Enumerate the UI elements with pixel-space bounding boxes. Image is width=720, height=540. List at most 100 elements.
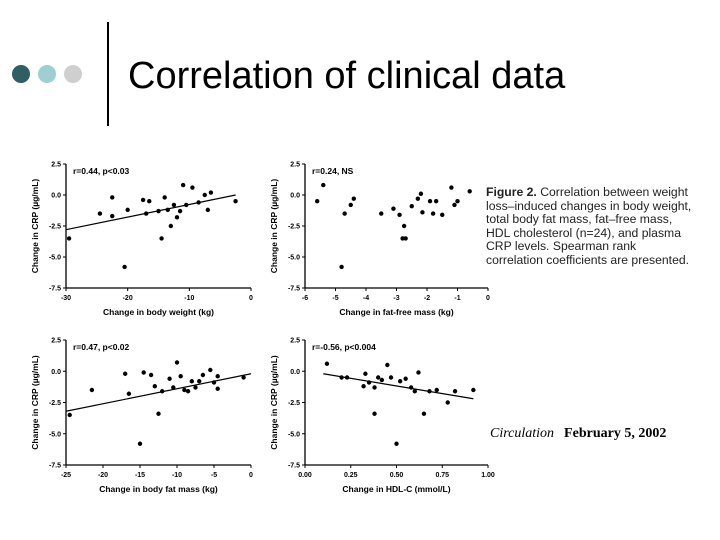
x-tick-label: 1.00 (481, 472, 495, 479)
x-tick-label: -25 (61, 472, 71, 479)
slide-bullets (12, 62, 96, 86)
data-point (452, 389, 458, 394)
data-point (403, 236, 408, 241)
bullet-dot-gray (64, 65, 82, 83)
data-point (67, 412, 72, 418)
data-point (159, 236, 164, 241)
data-point (156, 208, 161, 214)
data-point (171, 202, 177, 208)
journal-name: Circulation (490, 426, 555, 441)
x-tick-label: -3 (393, 295, 399, 302)
data-point (408, 385, 414, 390)
data-point (208, 367, 213, 373)
caption-label: Figure 2. (486, 185, 537, 199)
x-tick-label: 0.00 (298, 472, 312, 479)
data-point (168, 223, 174, 229)
regression-line (65, 194, 236, 231)
y-tick-label: 2.5 (51, 162, 61, 169)
data-point (241, 375, 246, 380)
y-tick-label: -7.5 (288, 286, 300, 293)
data-point (397, 379, 403, 384)
data-point (397, 212, 402, 218)
data-point (215, 386, 220, 391)
correlation-annotation: r=0.44, p<0.03 (73, 166, 130, 176)
x-axis-label: Change in body fat mass (kg) (99, 484, 218, 494)
x-tick-label: 0.25 (344, 472, 358, 479)
data-point (363, 371, 368, 376)
data-point (123, 371, 128, 376)
x-tick-label: -6 (302, 295, 308, 302)
y-tick-label: -2.5 (288, 224, 300, 231)
data-point (449, 185, 454, 190)
x-axis-label: Change in body weight (kg) (103, 307, 214, 317)
x-tick-label: -20 (98, 472, 108, 479)
y-tick-label: -7.5 (288, 463, 300, 470)
data-point (421, 411, 427, 416)
data-point (455, 199, 460, 204)
y-axis-label: Change in CRP (µg/mL) (269, 179, 279, 274)
data-point (110, 213, 115, 219)
correlation-annotation: r=-0.56, p<0.004 (312, 342, 376, 352)
x-tick-label: 0 (486, 295, 490, 302)
data-point (339, 375, 344, 380)
figure-caption: Figure 2. Correlation between weight los… (486, 185, 696, 268)
x-tick-label: -2 (424, 295, 430, 302)
x-tick-label: 0 (249, 472, 253, 479)
data-point (193, 385, 198, 390)
data-point (178, 374, 183, 379)
data-point (376, 375, 381, 380)
x-tick-label: -1 (454, 295, 460, 302)
correlation-annotation: r=0.24, NS (312, 166, 354, 176)
data-point (416, 370, 421, 375)
data-point (190, 185, 195, 190)
data-point (401, 223, 407, 229)
data-point (391, 206, 396, 211)
data-point (233, 199, 238, 204)
y-tick-label: -5.0 (288, 255, 300, 262)
y-tick-label: 2.5 (51, 338, 61, 345)
data-point (171, 385, 176, 390)
data-point (200, 372, 206, 378)
data-point (379, 211, 384, 216)
data-point (126, 391, 132, 396)
journal-date: February 5, 2002 (564, 426, 667, 441)
data-point (174, 215, 180, 220)
caption-text: Correlation between weight loss–induced … (486, 185, 692, 267)
data-point (174, 360, 180, 365)
data-point (415, 196, 421, 201)
y-tick-label: -5.0 (49, 255, 61, 262)
bullet-dot-dark (12, 65, 30, 83)
scatter-panel-1: 2.5 0.0 -2.5 -5.0 -7.5-30 -20 -10 0 Change in bo… (30, 162, 253, 318)
data-point (361, 384, 366, 389)
data-point (167, 376, 172, 381)
y-tick-label: 0.0 (51, 193, 61, 200)
data-point (403, 376, 408, 381)
x-tick-label: -5 (211, 472, 217, 479)
data-point (427, 199, 433, 204)
data-point (177, 208, 183, 214)
data-point (452, 202, 457, 208)
data-point (433, 199, 439, 204)
correlation-annotation: r=0.47, p<0.02 (73, 342, 130, 352)
data-point (342, 211, 347, 216)
data-point (344, 375, 350, 380)
data-point (409, 203, 414, 209)
data-point (400, 236, 405, 241)
data-point (148, 372, 154, 378)
data-point (137, 441, 143, 446)
data-point (418, 191, 424, 196)
data-point (165, 207, 170, 213)
x-axis-label: Change in HDL-C (mmol/L) (342, 484, 450, 494)
data-point (445, 400, 450, 405)
data-point (97, 211, 103, 216)
data-point (125, 207, 130, 213)
y-tick-label: 0.0 (51, 369, 61, 376)
scatter-panel-2: 2.5 0.0 -2.5 -5.0 -7.5-6 -5 -4 -3 -2 -1 0 Change in… (269, 162, 490, 318)
data-point (434, 387, 439, 393)
y-tick-label: 2.5 (290, 338, 300, 345)
data-point (140, 197, 146, 203)
data-point (385, 362, 390, 368)
data-point (208, 190, 214, 195)
data-point (66, 236, 72, 241)
